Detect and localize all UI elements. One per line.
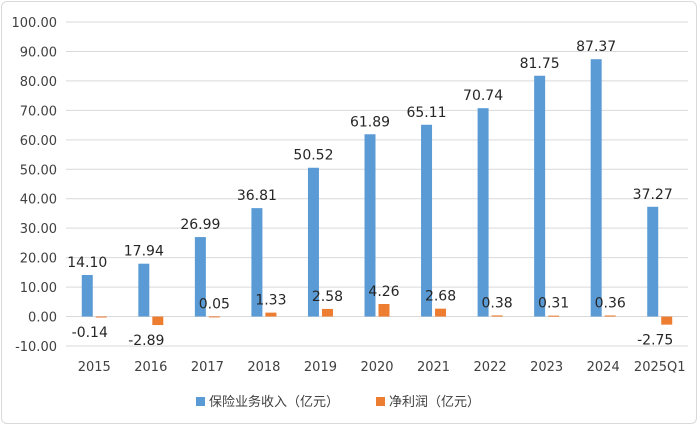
x-tick-label: 2015: [78, 360, 111, 375]
data-label-series-2: 0.05: [199, 296, 230, 312]
data-label-series-1: 61.89: [350, 114, 390, 130]
legend-label-series-1: 保险业务收入（亿元）: [209, 394, 339, 410]
x-tick-label: 2016: [134, 360, 167, 375]
bar-series-2: [265, 312, 277, 317]
y-tick-label: 80.00: [20, 75, 57, 90]
bar-series-1: [364, 134, 376, 317]
bar-series-2: [661, 316, 673, 325]
legend-label-series-2: 净利润（亿元）: [389, 395, 480, 410]
x-tick-label: 2020: [360, 360, 393, 375]
data-label-series-1: 87.37: [576, 39, 616, 55]
y-tick-label: 40.00: [20, 193, 57, 208]
x-tick-label: 2023: [530, 360, 563, 375]
data-label-series-2: 0.36: [595, 295, 626, 311]
data-label-series-2: -2.89: [128, 333, 164, 349]
data-label-series-2: -2.75: [637, 333, 673, 349]
bar-series-1: [421, 124, 433, 317]
data-label-series-1: 37.27: [633, 187, 673, 203]
y-tick-label: -10.00: [15, 340, 57, 355]
bar-series-1: [138, 263, 150, 317]
x-tick-label: 2022: [474, 360, 507, 375]
data-label-series-1: 65.11: [406, 105, 446, 121]
legend: 保险业务收入（亿元） 净利润（亿元）: [196, 394, 480, 410]
y-tick-label: 60.00: [20, 134, 57, 149]
data-label-series-1: 14.10: [67, 255, 107, 271]
y-tick-label: 90.00: [20, 45, 57, 60]
data-label-series-1: 70.74: [463, 88, 503, 104]
bar-series-2: [435, 308, 447, 317]
data-label-series-2: 0.38: [482, 295, 513, 311]
data-label-series-2: 2.68: [425, 289, 456, 305]
bars: [81, 59, 673, 326]
legend-swatch-series-1: [196, 397, 205, 406]
bar-series-1: [534, 75, 546, 317]
y-axis: 100.00 90.00 80.00 70.00 60.00 50.00 40.00 30.0…: [12, 16, 58, 355]
data-label-series-1: 81.75: [520, 56, 560, 72]
bar-series-1: [251, 208, 263, 317]
x-tick-label: 2024: [587, 360, 620, 375]
y-tick-label: 50.00: [20, 163, 57, 178]
x-tick-label: 2017: [191, 360, 224, 375]
y-tick-label: 100.00: [12, 16, 58, 31]
data-label-series-2: 0.31: [538, 296, 569, 312]
data-label-series-2: -0.14: [72, 325, 108, 341]
bar-series-1: [194, 237, 206, 317]
data-label-series-1: 26.99: [180, 217, 220, 233]
data-labels: 14.10 -0.14 17.94 -2.89 26.99 0.05 36.81 1.33 50…: [67, 39, 673, 349]
y-tick-label: 30.00: [20, 222, 57, 237]
data-label-series-2: 4.26: [368, 284, 399, 300]
bar-series-2: [321, 308, 333, 317]
x-axis: 2015 2016 2017 2018 2019 2020 2021 2022 2023 2024…: [78, 360, 686, 375]
bar-series-1: [590, 59, 602, 317]
gridlines: [66, 21, 688, 347]
x-tick-label: 2018: [247, 360, 280, 375]
bar-series-1: [477, 108, 489, 317]
bar-series-2: [152, 316, 164, 326]
bar-series-2: [491, 315, 503, 317]
data-label-series-1: 50.52: [293, 148, 333, 164]
bar-series-2: [378, 303, 390, 317]
bar-series-2: [95, 316, 107, 318]
bar-series-2: [548, 315, 560, 317]
bar-series-2: [208, 316, 220, 318]
data-label-series-1: 17.94: [124, 244, 164, 260]
data-label-series-1: 36.81: [237, 188, 277, 204]
y-tick-label: 70.00: [20, 104, 57, 119]
bar-series-2: [604, 315, 616, 317]
y-tick-label: 20.00: [20, 252, 57, 267]
y-tick-label: 0.00: [28, 311, 57, 326]
data-label-series-2: 2.58: [312, 289, 343, 305]
bar-series-1: [307, 167, 319, 317]
bar-series-1: [81, 275, 93, 317]
y-tick-label: 10.00: [20, 281, 57, 296]
bar-series-1: [647, 206, 659, 317]
legend-swatch-series-2: [376, 397, 385, 406]
x-tick-label: 2025Q1: [634, 360, 686, 375]
data-label-series-2: 1.33: [255, 293, 286, 309]
x-tick-label: 2021: [417, 360, 450, 375]
x-tick-label: 2019: [304, 360, 337, 375]
